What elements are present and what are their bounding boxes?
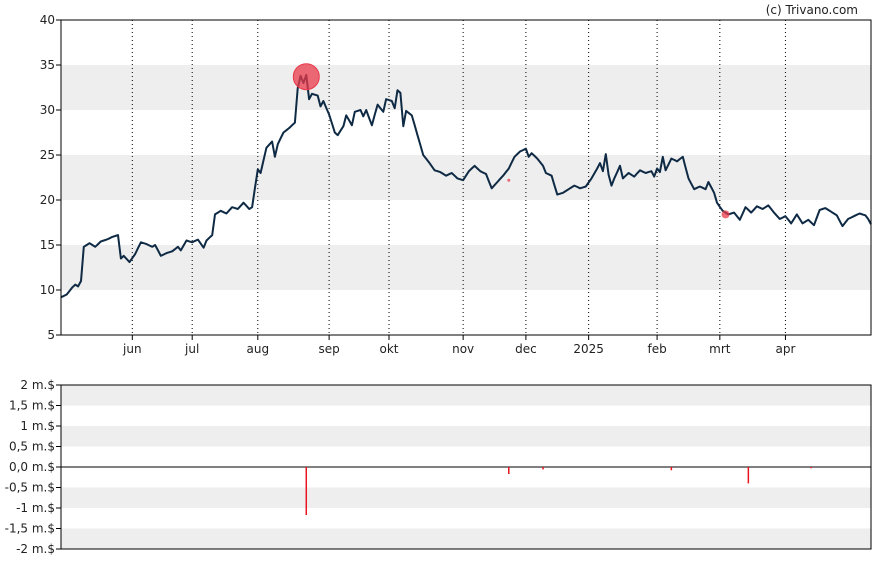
price-ytick-label-5: 30	[40, 103, 55, 117]
price-band-2	[61, 65, 871, 110]
volume-bar-1	[508, 467, 510, 474]
price-marker-1	[507, 178, 511, 182]
price-xtick-label-0: jun	[122, 342, 142, 356]
volume-bar-0	[305, 467, 308, 515]
price-panel: jun jul aug sep okt nov dec 2025 feb mrt apr510152…	[40, 13, 872, 356]
price-xtick-label-7: 2025	[573, 342, 604, 356]
volume-band-0	[61, 385, 871, 406]
volume-band-1	[61, 426, 871, 447]
price-ytick-label-4: 25	[40, 148, 55, 162]
volume-ytick-label-4: 0,0 m.$	[9, 460, 55, 474]
price-xtick-label-9: mrt	[709, 342, 731, 356]
volume-band-3	[61, 528, 871, 549]
price-ytick-label-0: 5	[47, 328, 55, 342]
price-xtick-label-1: jul	[184, 342, 199, 356]
price-xtick-label-3: sep	[318, 342, 339, 356]
volume-bar-2	[542, 467, 544, 470]
volume-ytick-label-3: -0,5 m.$	[5, 481, 55, 495]
price-ytick-label-1: 10	[40, 283, 55, 297]
volume-ytick-label-6: 1 m.$	[20, 419, 55, 433]
volume-bar-4	[747, 467, 750, 484]
volume-ytick-label-0: -2 m.$	[16, 542, 55, 556]
volume-frame	[60, 384, 872, 550]
volume-band-2	[61, 487, 871, 508]
price-xtick-label-4: okt	[379, 342, 398, 356]
price-line	[60, 73, 872, 299]
price-ytick-label-6: 35	[40, 58, 55, 72]
price-band-0	[61, 245, 871, 290]
volume-bar-3	[670, 467, 673, 471]
price-xtick-label-6: dec	[515, 342, 537, 356]
volume-ytick-label-1: -1,5 m.$	[5, 522, 55, 536]
price-ytick-label-3: 20	[40, 193, 55, 207]
volume-bar-5	[810, 467, 812, 469]
price-xtick-label-5: nov	[452, 342, 474, 356]
volume-panel: -2 m.$ -1,5 m.$ -1 m.$ -0,5 m.$ 0,0 m.$ 0,5 m…	[5, 378, 872, 556]
price-xtick-label-10: apr	[775, 342, 795, 356]
price-ytick-label-7: 40	[40, 13, 55, 27]
credit-label: (c) Trivano.com	[766, 3, 858, 17]
price-xtick-label-2: aug	[247, 342, 270, 356]
price-frame	[60, 19, 872, 336]
volume-ytick-label-8: 2 m.$	[20, 378, 55, 392]
price-xtick-label-8: feb	[647, 342, 666, 356]
volume-ytick-label-5: 0,5 m.$	[9, 440, 55, 454]
price-marker-2	[721, 210, 730, 219]
price-marker-0	[292, 63, 320, 91]
volume-ytick-label-2: -1 m.$	[16, 501, 55, 515]
volume-ytick-label-7: 1,5 m.$	[9, 399, 55, 413]
price-ytick-label-2: 15	[40, 238, 55, 252]
